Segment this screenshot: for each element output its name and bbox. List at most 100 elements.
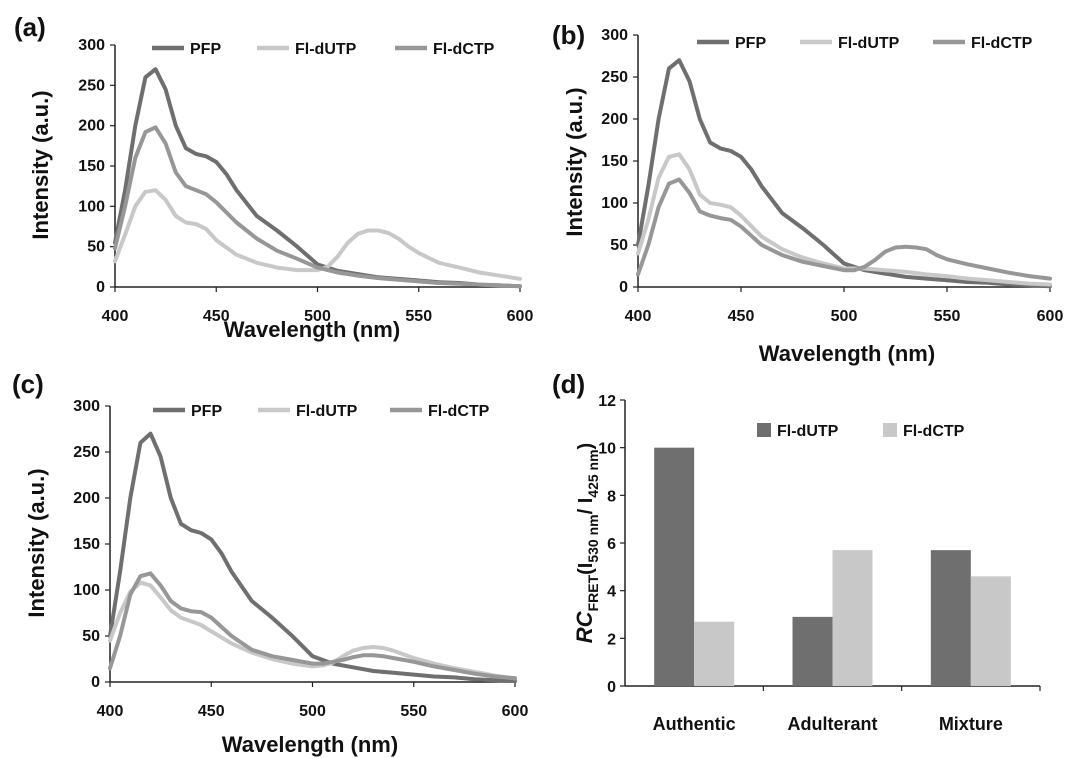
ylabel-close-paren: ): [575, 443, 597, 450]
series-line-fl-dctp: [636, 177, 1052, 281]
y-tick-label: 6: [607, 536, 616, 553]
panel-b-y-axis-title: Intensity (a.u.): [562, 87, 587, 236]
panel-b-line-chart: (b) 0 50 100 150 200 250 300 400 450 500 550 600 PF…: [552, 20, 1063, 366]
panel-a-plot: 0 50 100 150 200 250 300 400 450 500 550 600: [78, 37, 533, 325]
x-tick-label: 500: [299, 703, 326, 720]
legend-label-pfp: PFP: [735, 35, 766, 52]
panel-a-line-chart: (a) 0 50 100 150 200 250 300 400 450 500 550 600 PF…: [14, 12, 533, 342]
legend-label-fl-dctp: Fl-dCTP: [433, 41, 495, 58]
panel-a-y-axis-title: Intensity (a.u.): [28, 90, 53, 239]
x-tick-label: 500: [304, 308, 331, 325]
y-tick-label: 200: [601, 111, 628, 128]
y-tick-label: 300: [78, 37, 105, 54]
panel-b-legend: PFP Fl-dUTP Fl-dCTP: [697, 35, 1033, 52]
panel-label-c: (c): [12, 369, 44, 399]
panel-label-a: (a): [14, 12, 46, 42]
y-tick-label: 0: [91, 674, 100, 691]
bar-fl-dutp-authentic: [654, 447, 695, 686]
x-tick-label: 550: [934, 308, 961, 325]
panel-c-line-chart: (c) 0 50 100 150 200 250 300 400 450 500 550 600 PF…: [12, 369, 528, 757]
y-tick-label: 10: [598, 441, 616, 458]
ylabel-fret-subscript: FRET: [585, 574, 601, 611]
panel-b-x-axis-title: Wavelength (nm): [759, 341, 935, 366]
x-tick-label: 450: [203, 308, 230, 325]
panel-label-b: (b): [552, 20, 585, 50]
x-tick-label: 600: [1037, 308, 1064, 325]
series-line-pfp: [113, 67, 522, 289]
legend-label-fl-dctp: Fl-dCTP: [971, 35, 1033, 52]
y-tick-label: 250: [601, 69, 628, 86]
y-tick-label: 0: [619, 279, 628, 296]
series-line-fl-dutp: [108, 580, 517, 681]
bar-fl-dctp-authentic: [694, 621, 735, 686]
panel-d-plot: 0 2 4 6 8 10 12 Authentic Adulterant Mixture: [598, 393, 1041, 734]
legend-label-pfp: PFP: [191, 403, 222, 420]
panel-c-y-axis-title: Intensity (a.u.): [24, 468, 49, 617]
series-line-pfp: [636, 58, 1052, 289]
y-tick-label: 200: [78, 118, 105, 135]
y-tick-label: 50: [87, 239, 105, 256]
legend-label-fl-dutp: Fl-dUTP: [838, 35, 900, 52]
y-tick-label: 8: [607, 488, 616, 505]
panel-c-legend: PFP Fl-dUTP Fl-dCTP: [153, 403, 490, 420]
y-tick-label: 12: [598, 393, 616, 410]
series-line-fl-dctp: [108, 571, 517, 681]
bar-fl-dctp-mixture: [970, 576, 1011, 686]
y-tick-label: 200: [73, 490, 100, 507]
panel-c-x-axis-title: Wavelength (nm): [222, 732, 398, 757]
bar-fl-dctp-adulterant: [832, 550, 873, 686]
panel-a-legend: PFP Fl-dUTP Fl-dCTP: [152, 41, 495, 58]
panel-c-plot: 0 50 100 150 200 250 300 400 450 500 550 600: [73, 398, 528, 720]
ylabel-rc: RC: [572, 610, 597, 643]
y-tick-label: 100: [73, 582, 100, 599]
y-tick-label: 50: [610, 237, 628, 254]
x-tick-label: 450: [198, 703, 225, 720]
x-tick-label: 550: [400, 703, 427, 720]
y-tick-label: 250: [78, 77, 105, 94]
panel-d-y-axis-title: RCFRET(I530 nm/ I425 nm): [572, 443, 601, 643]
y-tick-label: 150: [601, 153, 628, 170]
legend-swatch-fl-dutp: [757, 423, 771, 437]
y-tick-label: 250: [73, 444, 100, 461]
x-tick-label: 400: [97, 703, 124, 720]
x-tick-label: 500: [831, 308, 858, 325]
bar-fl-dutp-mixture: [930, 550, 971, 686]
y-tick-label: 0: [607, 679, 616, 696]
panel-d-legend: Fl-dUTP Fl-dCTP: [757, 423, 965, 440]
panel-b-plot: 0 50 100 150 200 250 300 400 450 500 550 600: [601, 27, 1063, 325]
legend-label-fl-dutp: Fl-dUTP: [295, 41, 357, 58]
panel-a-x-axis-title: Wavelength (nm): [224, 317, 400, 342]
category-label: Authentic: [653, 714, 736, 734]
x-tick-label: 600: [502, 703, 529, 720]
legend-label-fl-dutp: Fl-dUTP: [777, 423, 839, 440]
panel-label-d: (d): [552, 369, 585, 399]
y-tick-label: 300: [601, 27, 628, 44]
x-tick-label: 400: [102, 308, 129, 325]
y-tick-label: 150: [73, 536, 100, 553]
x-tick-label: 400: [625, 308, 652, 325]
legend-label-fl-dctp: Fl-dCTP: [428, 403, 490, 420]
legend-label-pfp: PFP: [190, 41, 221, 58]
y-tick-label: 50: [82, 628, 100, 645]
series-line-fl-dutp: [636, 152, 1052, 287]
legend-label-fl-dutp: Fl-dUTP: [296, 403, 358, 420]
ylabel-530-subscript: 530 nm: [585, 514, 601, 562]
y-tick-label: 150: [78, 158, 105, 175]
y-tick-label: 100: [78, 198, 105, 215]
y-tick-label: 100: [601, 195, 628, 212]
category-label: Mixture: [939, 714, 1003, 734]
x-tick-label: 450: [728, 308, 755, 325]
y-tick-label: 300: [73, 398, 100, 415]
x-tick-label: 550: [405, 308, 432, 325]
x-tick-label: 600: [507, 308, 534, 325]
category-label: Adulterant: [788, 714, 878, 734]
ylabel-open-i: (I: [575, 563, 597, 575]
bar-fl-dutp-adulterant: [792, 616, 833, 686]
ylabel-425-subscript: 425 nm: [585, 449, 601, 497]
ylabel-slash-i: / I: [575, 498, 597, 515]
legend-swatch-fl-dctp: [883, 423, 897, 437]
y-tick-label: 4: [607, 584, 616, 601]
series-line-pfp: [108, 431, 517, 684]
